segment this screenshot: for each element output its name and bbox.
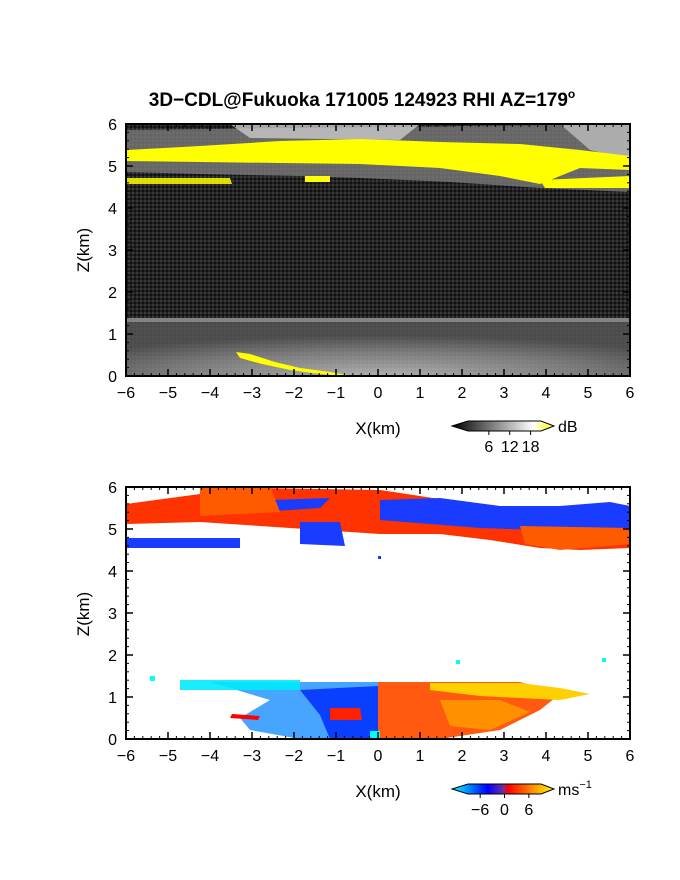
bottom-x-tick-label: −5: [159, 748, 177, 765]
top-colorbar-unit: dB: [558, 419, 578, 436]
top-yellow-layer-left: [126, 178, 232, 184]
bottom-xlabel: X(km): [355, 782, 400, 801]
bottom-y-tick-label: 2: [108, 648, 117, 665]
bottom-x-tick-label: 4: [542, 748, 551, 765]
top-x-tick-label: 1: [416, 385, 425, 402]
bottom-x-tick-label: −3: [243, 748, 261, 765]
top-ground-echo: [236, 352, 352, 376]
top-colorbar: 6 12 18 dB: [450, 419, 578, 456]
top-x-tick-label: 2: [458, 385, 467, 402]
top-colorbar-bar: [450, 420, 556, 432]
bottom-colorbar: −6 0 6 ms−1: [450, 779, 592, 819]
bottom-y-tick-label: 5: [108, 522, 117, 539]
bottom-y-tick-label: 6: [108, 480, 117, 497]
bottom-x-tick-label: 1: [416, 748, 425, 765]
top-ylabel: Z(km): [74, 228, 93, 272]
bottom-x-tick-label: 2: [458, 748, 467, 765]
bottom-y-tick-label: 3: [108, 606, 117, 623]
top-x-tick-label: −6: [117, 385, 135, 402]
top-y-tick-label: 0: [108, 369, 117, 386]
bottom-y-tick-label: 0: [108, 732, 117, 749]
top-yellow-layer-right: [540, 176, 630, 188]
top-plot-area: [126, 124, 630, 376]
top-y-tick-label: 4: [108, 201, 117, 218]
bottom-colorbar-bar: [450, 783, 556, 795]
bottom-colorbar-tick-label: −6: [471, 802, 489, 819]
top-y-tick-label: 5: [108, 159, 117, 176]
bottom-x-tick-label: −2: [285, 748, 303, 765]
top-x-tick-label: 5: [584, 385, 593, 402]
top-y-tick-label: 3: [108, 243, 117, 260]
bottom-y-tick-label: 4: [108, 564, 117, 581]
top-x-tick-label: 0: [374, 385, 383, 402]
top-x-tick-label: 6: [626, 385, 635, 402]
top-xlabel: X(km): [355, 419, 400, 438]
top-x-tick-label: −4: [201, 385, 219, 402]
top-x-tick-label: 3: [500, 385, 509, 402]
bottom-x-tick-label: −1: [327, 748, 345, 765]
top-y-tick-label: 6: [108, 117, 117, 134]
bottom-x-tick-label: −4: [201, 748, 219, 765]
bottom-colorbar-unit: ms−1: [558, 779, 592, 799]
top-colorbar-tick-label: 12: [501, 439, 519, 456]
top-colorbar-tick-label: 6: [484, 439, 493, 456]
bottom-ylabel: Z(km): [74, 592, 93, 636]
top-x-tick-label: −3: [243, 385, 261, 402]
bottom-colorbar-tick-label: 0: [500, 802, 509, 819]
top-yellow-layer-main: [126, 139, 630, 184]
bottom-x-tick-label: 3: [500, 748, 509, 765]
bottom-x-tick-label: 0: [374, 748, 383, 765]
bottom-x-tick-label: 6: [626, 748, 635, 765]
top-y-tick-label: 2: [108, 285, 117, 302]
bottom-upper-layer-blue: [380, 498, 630, 532]
top-y-tick-label: 1: [108, 327, 117, 344]
top-x-tick-label: −5: [159, 385, 177, 402]
bottom-x-tick-label: 5: [584, 748, 593, 765]
top-x-tick-label: 4: [542, 385, 551, 402]
bottom-x-tick-label: −6: [117, 748, 135, 765]
bottom-plot-area: [126, 487, 630, 739]
top-x-tick-label: −2: [285, 385, 303, 402]
chart-title: 3D−CDL@Fukuoka 171005 124923 RHI AZ=179o: [149, 87, 576, 111]
bottom-colorbar-tick-label: 6: [524, 802, 533, 819]
top-x-tick-label: −1: [327, 385, 345, 402]
bottom-y-tick-label: 1: [108, 690, 117, 707]
top-colorbar-tick-label: 18: [522, 439, 540, 456]
top-boundary-layer: [126, 318, 630, 376]
bottom-left-blue-strip: [126, 538, 240, 548]
